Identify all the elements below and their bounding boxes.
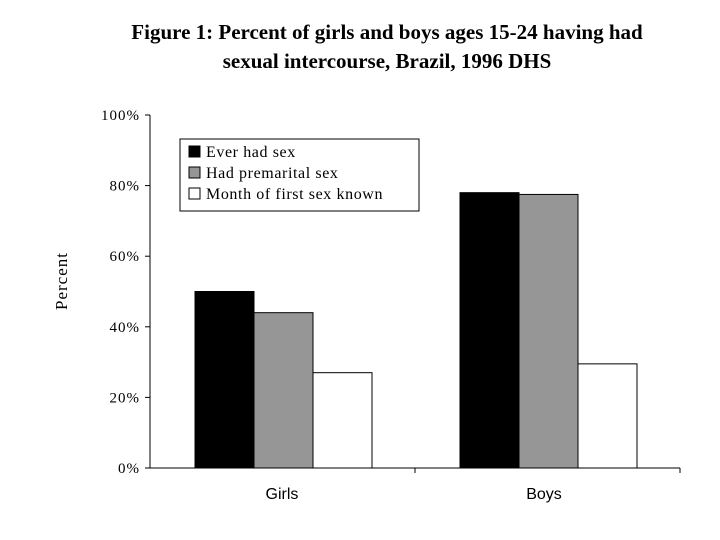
legend-swatch xyxy=(188,187,201,200)
legend: Ever had sex Had premarital sex Month of f… xyxy=(179,138,420,212)
x-category-label: Boys xyxy=(526,486,562,503)
legend-swatch xyxy=(188,145,201,158)
x-category-label: Girls xyxy=(266,486,299,503)
bar-boys-series-2 xyxy=(577,363,638,469)
y-axis-label: Percent xyxy=(52,252,71,310)
bars xyxy=(194,192,638,469)
chart-title-line: sexual intercourse, Brazil, 1996 DHS xyxy=(223,49,552,73)
chart-title-line: Figure 1: Percent of girls and boys ages… xyxy=(131,20,643,44)
bar-boys-series-1 xyxy=(518,193,579,469)
bar-boys-series-0 xyxy=(459,192,520,469)
legend-label: Month of first sex known xyxy=(206,186,383,203)
y-tick-label: 60% xyxy=(110,249,141,265)
bar-girls-series-1 xyxy=(253,312,314,469)
y-tick-label: 20% xyxy=(110,390,141,406)
y-axis-ticks: 0% 20% 40% 60% 80% 100% xyxy=(101,108,150,477)
chart-title: Figure 1: Percent of girls and boys ages… xyxy=(131,20,643,73)
bar-girls-series-0 xyxy=(194,291,255,469)
legend-swatch xyxy=(188,166,201,179)
y-tick-label: 80% xyxy=(110,179,141,195)
y-tick-label: 0% xyxy=(118,461,140,477)
legend-label: Ever had sex xyxy=(206,144,296,161)
legend-label: Had premarital sex xyxy=(206,165,339,182)
bar-girls-series-2 xyxy=(312,372,373,469)
y-tick-label: 100% xyxy=(101,108,140,124)
y-tick-label: 40% xyxy=(110,320,141,336)
legend-box xyxy=(179,138,420,212)
x-axis-categories: Girls Boys xyxy=(266,486,562,503)
